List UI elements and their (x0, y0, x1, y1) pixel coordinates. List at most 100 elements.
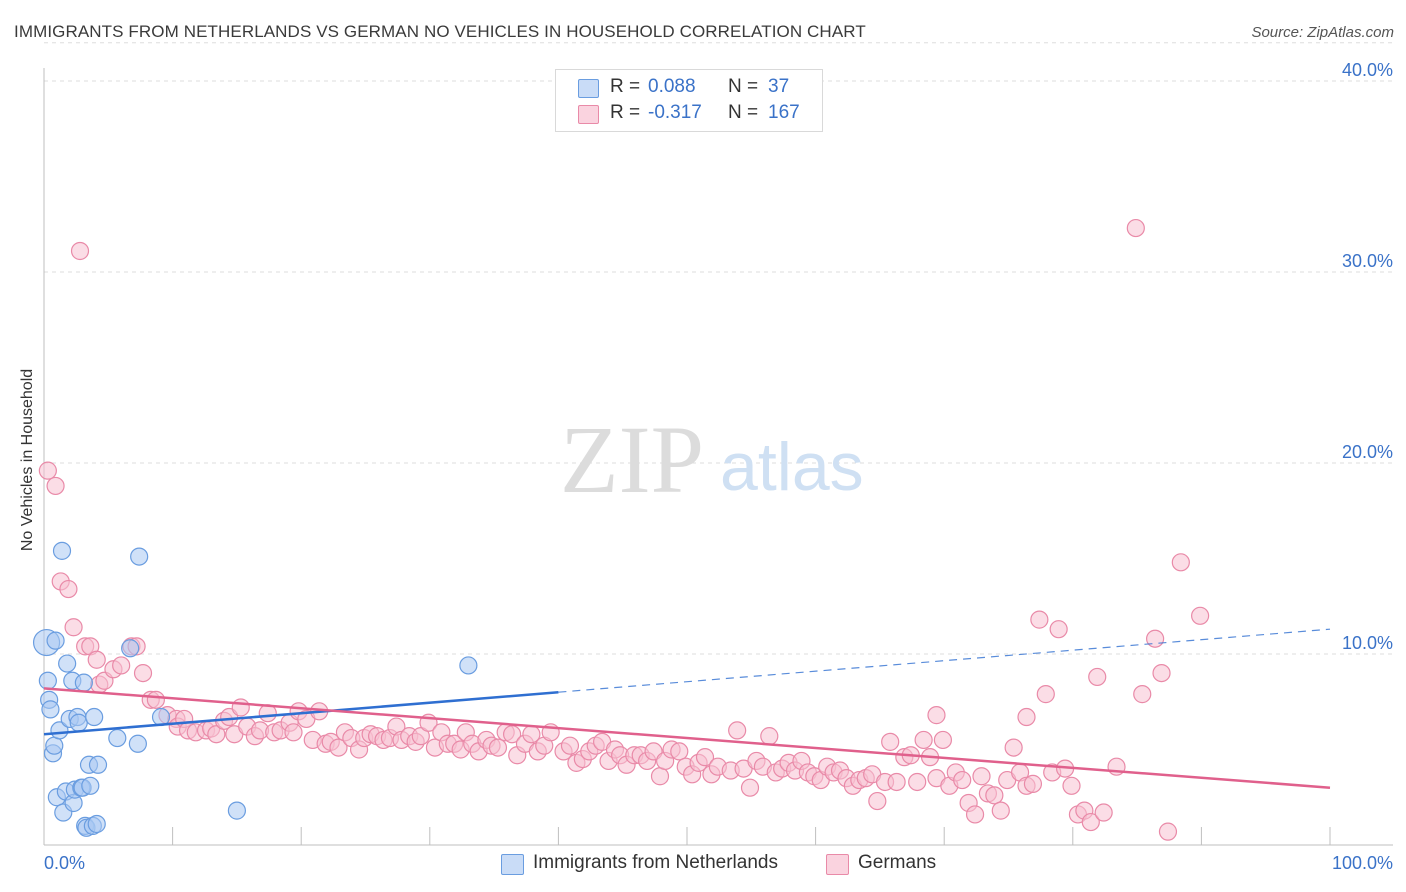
legend-swatch-netherlands (578, 79, 599, 98)
germans-point (881, 732, 900, 751)
watermark-zip: ZIP (560, 406, 704, 513)
germans-point (329, 738, 348, 757)
legend-n-label: N = (728, 76, 759, 97)
netherlands-point (121, 639, 140, 658)
legend-r-value-germans: -0.317 (648, 102, 702, 123)
germans-point (1152, 663, 1171, 683)
legend-swatch-germans (578, 105, 599, 124)
data-points (32, 218, 1210, 841)
germans-point (985, 786, 1004, 805)
germans-point (560, 736, 580, 755)
germans-point (1088, 667, 1107, 687)
germans-point (146, 690, 165, 709)
germans-point (728, 721, 747, 740)
germans-point (1023, 774, 1043, 793)
legend-n-value-netherlands: 37 (768, 76, 790, 97)
germans-point (1094, 803, 1113, 822)
netherlands-point (69, 713, 88, 732)
germans-point (59, 579, 78, 599)
legend-r-value-netherlands: 0.088 (648, 76, 696, 97)
y-tick-label: 20.0% (1342, 442, 1393, 462)
netherlands-point (41, 700, 60, 719)
germans-point (1030, 610, 1049, 629)
germans-point (231, 698, 250, 717)
germans-point (38, 461, 57, 480)
germans-point (991, 801, 1010, 820)
netherlands-point (227, 801, 246, 820)
netherlands-point (52, 541, 72, 560)
germans-point (965, 805, 985, 824)
germans-point (133, 663, 153, 683)
legend-r-label: R = (610, 102, 641, 123)
germans-point (1133, 685, 1152, 704)
y-axis-label: No Vehicles in Household (19, 368, 36, 552)
x-tick-labels: 0.0% 100.0% (44, 853, 1393, 873)
netherlands-point (88, 755, 108, 774)
grid-lines (44, 42, 1393, 655)
germans-point (695, 748, 715, 767)
netherlands-point (108, 728, 127, 748)
trend-line-germans (43, 687, 1331, 789)
legend-n-label: N = (728, 102, 759, 123)
germans-point (70, 241, 90, 261)
germans-point (740, 778, 760, 797)
germans-point (1191, 606, 1210, 625)
germans-point (972, 767, 991, 786)
germans-point (914, 730, 933, 750)
y-axis-label-box: No Vehicles in Household (16, 340, 40, 580)
germans-point (1036, 685, 1055, 704)
series-netherlands (32, 541, 478, 837)
netherlands-point (46, 631, 65, 650)
y-tick-label: 30.0% (1342, 251, 1393, 271)
germans-point (760, 727, 779, 746)
x-tick-label-max: 100.0% (1332, 853, 1393, 873)
germans-point (87, 650, 106, 669)
y-tick-label: 40.0% (1342, 60, 1393, 80)
germans-point (1146, 629, 1165, 648)
germans-point (488, 738, 508, 757)
bottom-legend-label-netherlands: Immigrants from Netherlands (533, 852, 778, 873)
bottom-legend-swatch-germans (826, 854, 849, 875)
netherlands-point (85, 707, 104, 727)
netherlands-point (38, 671, 57, 690)
netherlands-point (130, 547, 149, 566)
bottom-legend-label-germans: Germans (858, 852, 937, 873)
legend-r-label: R = (610, 76, 641, 97)
netherlands-point (459, 656, 478, 675)
germans-point (933, 730, 953, 750)
germans-point (908, 772, 927, 792)
x-tick-label-min: 0.0% (44, 853, 85, 873)
germans-point (650, 767, 670, 786)
germans-point (1049, 620, 1068, 639)
netherlands-point (58, 654, 77, 673)
trend-line-netherlands-extension (558, 628, 1331, 693)
source-credit: Source: ZipAtlas.com (1251, 24, 1394, 41)
germans-point (887, 772, 906, 792)
germans-point (1158, 822, 1178, 841)
germans-point (46, 476, 65, 496)
germans-point (953, 770, 972, 790)
bottom-legend-swatch-netherlands (501, 854, 524, 875)
legend-n-value-germans: 167 (768, 102, 800, 123)
netherlands-point (74, 673, 93, 692)
germans-point (670, 742, 689, 761)
germans-point (411, 727, 430, 746)
germans-point (64, 618, 83, 637)
trend-line-netherlands (43, 690, 559, 736)
y-tick-label: 10.0% (1342, 633, 1393, 653)
germans-point (284, 723, 303, 742)
netherlands-point (50, 721, 69, 740)
y-tick-labels: 10.0% 20.0% 30.0% 40.0% (1342, 60, 1393, 653)
netherlands-point (87, 814, 106, 834)
germans-point (1062, 776, 1081, 795)
germans-point (112, 656, 131, 675)
watermark: ZIP atlas (560, 406, 864, 513)
netherlands-point (45, 736, 64, 755)
chart-title: IMMIGRANTS FROM NETHERLANDS VS GERMAN NO… (14, 22, 866, 41)
correlation-legend: R = 0.088 N = 37 R = -0.317 N = 167 (555, 69, 823, 132)
germans-point (868, 791, 887, 811)
germans-point (1017, 707, 1036, 727)
germans-point (1081, 812, 1100, 832)
netherlands-point (128, 734, 147, 753)
